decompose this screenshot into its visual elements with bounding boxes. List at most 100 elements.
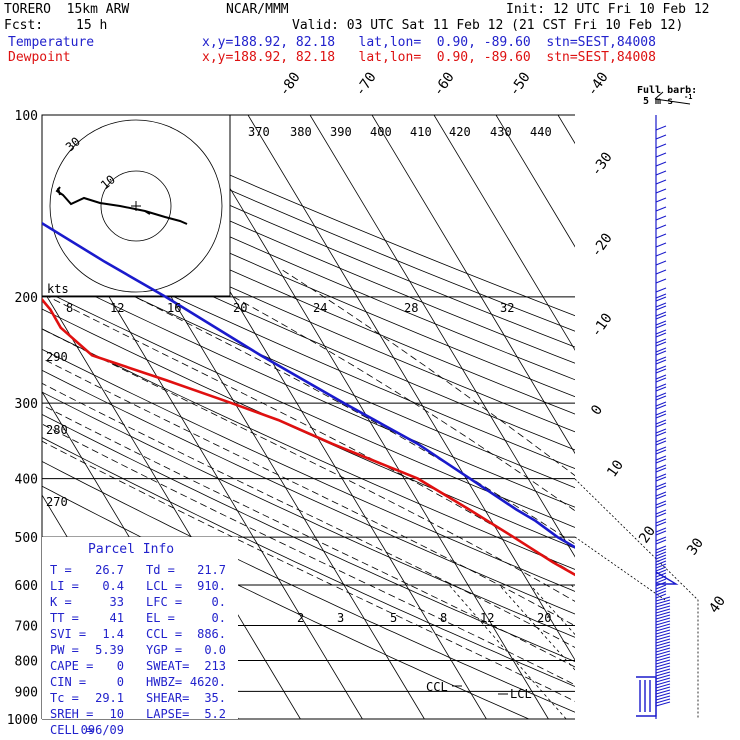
wind-barb — [655, 473, 667, 482]
parcel-label: Tc = — [50, 691, 79, 705]
temperature-line — [42, 221, 575, 549]
isotherm-label: -10 — [588, 310, 616, 340]
wind-barb — [655, 464, 667, 473]
wind-barb — [655, 641, 671, 653]
parcel-value: 33 — [110, 595, 124, 609]
theta-label: 410 — [410, 125, 432, 139]
theta-label: 280 — [46, 423, 68, 437]
parcel-label: SHEAR= — [146, 691, 189, 705]
dry-adiabat — [42, 216, 575, 451]
pressure-tick-label: 800 — [15, 654, 38, 669]
parcel-label: LI = — [50, 579, 79, 593]
dewpoint-legend: Dewpoint — [8, 50, 71, 65]
theta-label: 420 — [449, 125, 471, 139]
theta-label: 270 — [46, 495, 68, 509]
parcel-value: 1.4 — [102, 627, 124, 641]
ccl-label: CCL — [426, 680, 448, 694]
wind-barb — [655, 365, 667, 374]
wind-barbs: Full barb: 5 m s -1 — [636, 85, 697, 719]
wind-barb — [655, 695, 671, 707]
wind-barb — [655, 650, 671, 662]
barb-legend-exponent: -1 — [684, 93, 692, 101]
model-title: TORERO 15km ARW — [4, 2, 130, 17]
wind-barb — [655, 527, 667, 536]
pressure-tick-label: 600 — [15, 579, 38, 594]
pressure-tick-label: 1000 — [7, 713, 38, 728]
theta-label: 440 — [530, 125, 552, 139]
wind-barb-cluster — [636, 676, 657, 717]
wind-barb — [655, 536, 667, 545]
parcel-value: 886. — [197, 627, 226, 641]
moist-adiabat — [42, 423, 575, 686]
dewpoint-line — [42, 297, 575, 577]
isotherm-label: -70 — [352, 69, 380, 99]
frame-line — [574, 536, 666, 601]
temperature-legend: Temperature — [8, 35, 95, 50]
wind-barb — [655, 287, 667, 293]
wind-barb — [655, 605, 671, 617]
wind-barb — [655, 614, 671, 626]
parcel-info-row: CIN = 0 HWBZ= 4620. — [50, 675, 226, 689]
wind-barb — [655, 242, 667, 248]
isotherm-label: -20 — [588, 230, 616, 260]
wind-barb — [655, 491, 667, 500]
dry-adiabat — [42, 234, 575, 470]
parcel-label: LCL = — [146, 579, 182, 593]
isotherm-label: 30 — [684, 535, 707, 558]
dry-adiabat — [42, 270, 575, 508]
wind-barb — [655, 677, 671, 689]
parcel-label: CIN = — [50, 675, 86, 689]
parcel-label: CAPE = — [50, 659, 93, 673]
wind-barb — [655, 560, 667, 572]
wind-barb — [655, 659, 671, 671]
wind-barb — [655, 437, 667, 446]
wind-barb — [655, 668, 671, 680]
moist-adiabat — [42, 328, 575, 602]
wind-barb — [655, 125, 667, 131]
isotherm-label: 0 — [588, 402, 606, 418]
wind-barb — [655, 482, 667, 491]
init-time: Init: 12 UTC Fri 10 Feb 12 — [506, 2, 710, 17]
dry-adiabat — [42, 437, 575, 687]
parcel-info-row: K = 33 LFC = 0. — [50, 595, 226, 609]
mixing-ratio-label: 32 — [500, 301, 514, 315]
wind-barb — [655, 188, 667, 194]
parcel-label: PW = — [50, 643, 79, 657]
moist-adiabat — [42, 404, 575, 668]
wind-barb — [655, 302, 667, 311]
theta-label: 390 — [330, 125, 352, 139]
isotherm-line — [620, 115, 740, 719]
parcel-info-box: Parcel Info T = 26.7 Td = 21.7 LI = 0.4 LCL = 9… — [42, 537, 238, 737]
wind-barb — [655, 206, 667, 212]
moist-adiabat — [42, 357, 575, 627]
parcel-info-row: SREH = 10 LAPSE= 5.2 — [50, 707, 226, 721]
parcel-label: LFC = — [146, 595, 182, 609]
parcel-info-row: LI = 0.4 LCL = 910. — [50, 579, 226, 593]
mixing-ratio-label: 5 — [390, 611, 397, 625]
parcel-value: 5.39 — [95, 643, 124, 657]
dry-adiabat — [42, 391, 575, 638]
parcel-label: LAPSE= — [146, 707, 189, 721]
profiles — [42, 221, 575, 577]
mixing-ratio-label: 16 — [167, 301, 181, 315]
parcel-label: Td = — [146, 563, 175, 577]
parcel-value: 0.0 — [204, 643, 226, 657]
isotherm-label: 40 — [706, 593, 729, 616]
isotherm-line — [309, 115, 575, 558]
mixing-ratio-label: 28 — [404, 301, 418, 315]
pressure-tick-label: 500 — [15, 531, 38, 546]
dewpoint-location: x,y=188.92, 82.18 lat,lon= 0.90, -89.60 … — [202, 50, 656, 65]
wind-barb — [655, 392, 667, 401]
mixing-ratio-label: 12 — [110, 301, 124, 315]
parcel-value: 0 — [117, 659, 124, 673]
parcel-label: SVI = — [50, 627, 86, 641]
wind-barb — [655, 419, 667, 428]
moist-adiabat — [181, 268, 575, 512]
mixing-ratio-label: 20 — [233, 301, 247, 315]
dry-adiabat — [42, 460, 575, 713]
parcel-label: SREH = — [50, 707, 93, 721]
isotherm-label: -30 — [588, 149, 616, 179]
wind-barb — [655, 587, 667, 599]
mixing-ratio-label: 2 — [297, 611, 304, 625]
parcel-value: 910. — [197, 579, 226, 593]
